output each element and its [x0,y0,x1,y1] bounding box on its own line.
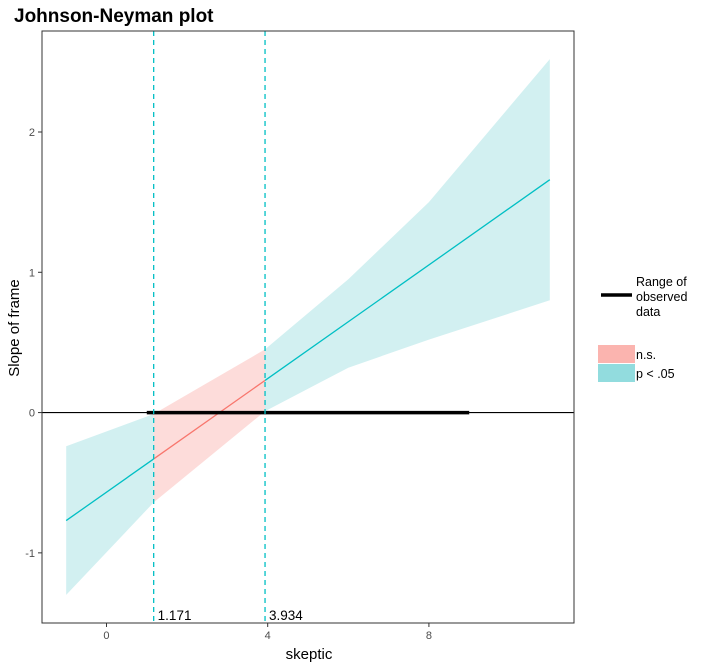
ci-band-sig-right [265,59,550,412]
x-tick-label: 8 [426,630,432,642]
x-tick-label: 0 [103,630,109,642]
legend-range-label-2: observed [636,290,687,304]
x-axis-title: skeptic [286,646,333,663]
ci-band-sig-left [66,414,154,595]
legend-sig-swatch [598,364,635,382]
legend-range-label-1: Range of [636,275,687,289]
chart-title: Johnson-Neyman plot [14,6,214,27]
legend-ns-label: n.s. [636,348,656,362]
legend-ns-swatch [598,345,635,363]
plot-area: 1.171 3.934 0 4 8 -1 0 1 2 [25,30,575,642]
y-tick-label: 2 [29,127,35,139]
jn-label-2: 3.934 [269,608,303,623]
legend-range-label-3: data [636,305,660,319]
slope-line-ns [153,379,266,460]
ci-band-ns [153,349,265,503]
legend: Range of observed data n.s. p < .05 [598,275,687,382]
jn-label-1: 1.171 [158,608,192,623]
y-tick-label: 1 [29,267,35,279]
x-tick-label: 4 [265,630,271,642]
panel-border [41,30,575,624]
slope-line-sig-left [65,458,155,522]
y-tick-label: -1 [25,548,35,560]
y-axis-title: Slope of frame [6,279,23,377]
y-tick-label: 0 [29,408,35,420]
legend-sig-label: p < .05 [636,367,675,381]
slope-line-sig-right [264,179,551,381]
